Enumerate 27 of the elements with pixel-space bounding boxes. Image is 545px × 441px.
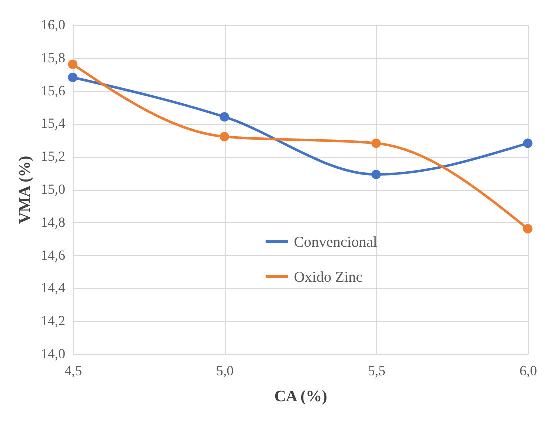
point — [523, 224, 533, 234]
x-tick-label: 4,5 — [64, 364, 82, 380]
y-tick-label: 14,2 — [41, 314, 66, 330]
y-tick-label: 15,6 — [41, 84, 66, 100]
x-tick-label: 5,5 — [368, 364, 386, 380]
legend-label: Oxido Zinc — [294, 270, 364, 286]
y-tick-label: 14,6 — [41, 248, 66, 264]
point — [372, 170, 382, 180]
y-tick-label: 15,8 — [41, 51, 66, 66]
point — [523, 138, 533, 148]
y-tick-label: 14,0 — [41, 348, 66, 362]
point — [372, 138, 382, 148]
point — [220, 132, 230, 142]
x-tick-label: 6,0 — [520, 364, 538, 380]
y-tick-label: 15,2 — [41, 150, 66, 166]
y-tick-label: 14,4 — [41, 282, 66, 297]
y-tick-label: 14,8 — [41, 216, 66, 231]
x-axis-title: CA (%) — [274, 388, 328, 406]
point — [68, 72, 78, 82]
legend-label: Convencional — [294, 234, 378, 251]
y-tick-label: 15,0 — [41, 183, 66, 198]
y-tick-label: 15,4 — [41, 117, 66, 132]
point — [220, 112, 230, 122]
y-axis-title: VMA (%) — [17, 156, 34, 224]
point — [68, 60, 78, 70]
y-tick-label: 16,0 — [41, 18, 66, 34]
x-tick-label: 5,0 — [216, 364, 234, 380]
